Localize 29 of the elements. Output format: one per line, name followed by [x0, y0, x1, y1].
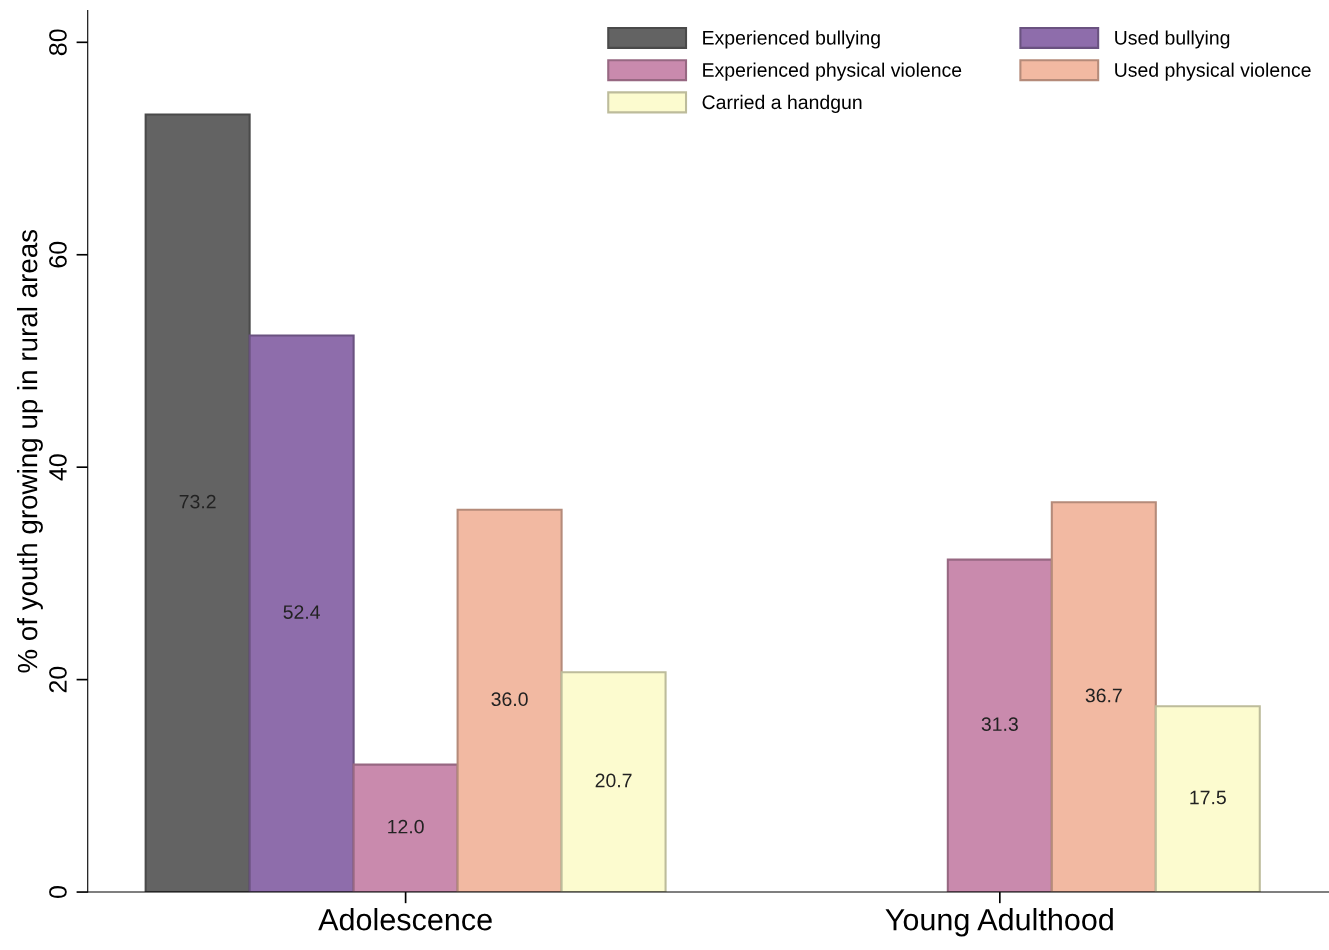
data-label: 17.5 [1190, 790, 1226, 805]
data-label: 36.0 [491, 692, 528, 707]
legend-label: Experienced physical violence [703, 62, 962, 81]
y-tick-label: 80 [49, 29, 67, 56]
y-tick-label: 20 [49, 666, 67, 693]
bar [560, 671, 667, 893]
y-tick-label: 40 [49, 454, 67, 481]
bar [248, 334, 355, 893]
bar [352, 763, 459, 893]
data-label: 52.4 [283, 605, 320, 619]
legend-label: Used physical violence [1115, 62, 1311, 81]
x-tick-label: Adolescence [318, 908, 492, 931]
legend-label: Used bullying [1115, 30, 1230, 49]
data-label: 36.7 [1085, 688, 1122, 703]
data-label: 12.0 [388, 819, 424, 834]
data-label: 20.7 [595, 773, 632, 788]
y-tick-label: 0 [49, 886, 67, 899]
data-label: 31.3 [981, 717, 1018, 732]
bar [1154, 705, 1261, 893]
bar [1050, 501, 1157, 893]
y-tick-label: 60 [49, 241, 67, 268]
data-label: 73.2 [179, 494, 216, 509]
x-tick-label: Young Adulthood [885, 908, 1113, 937]
y-axis-title: % of youth growing up in rural areas [16, 229, 43, 673]
bar [946, 558, 1053, 893]
bar [144, 113, 251, 893]
bar [456, 508, 563, 893]
legend-label: Experienced bullying [703, 30, 880, 49]
legend-label: Carried a handgun [702, 94, 862, 113]
